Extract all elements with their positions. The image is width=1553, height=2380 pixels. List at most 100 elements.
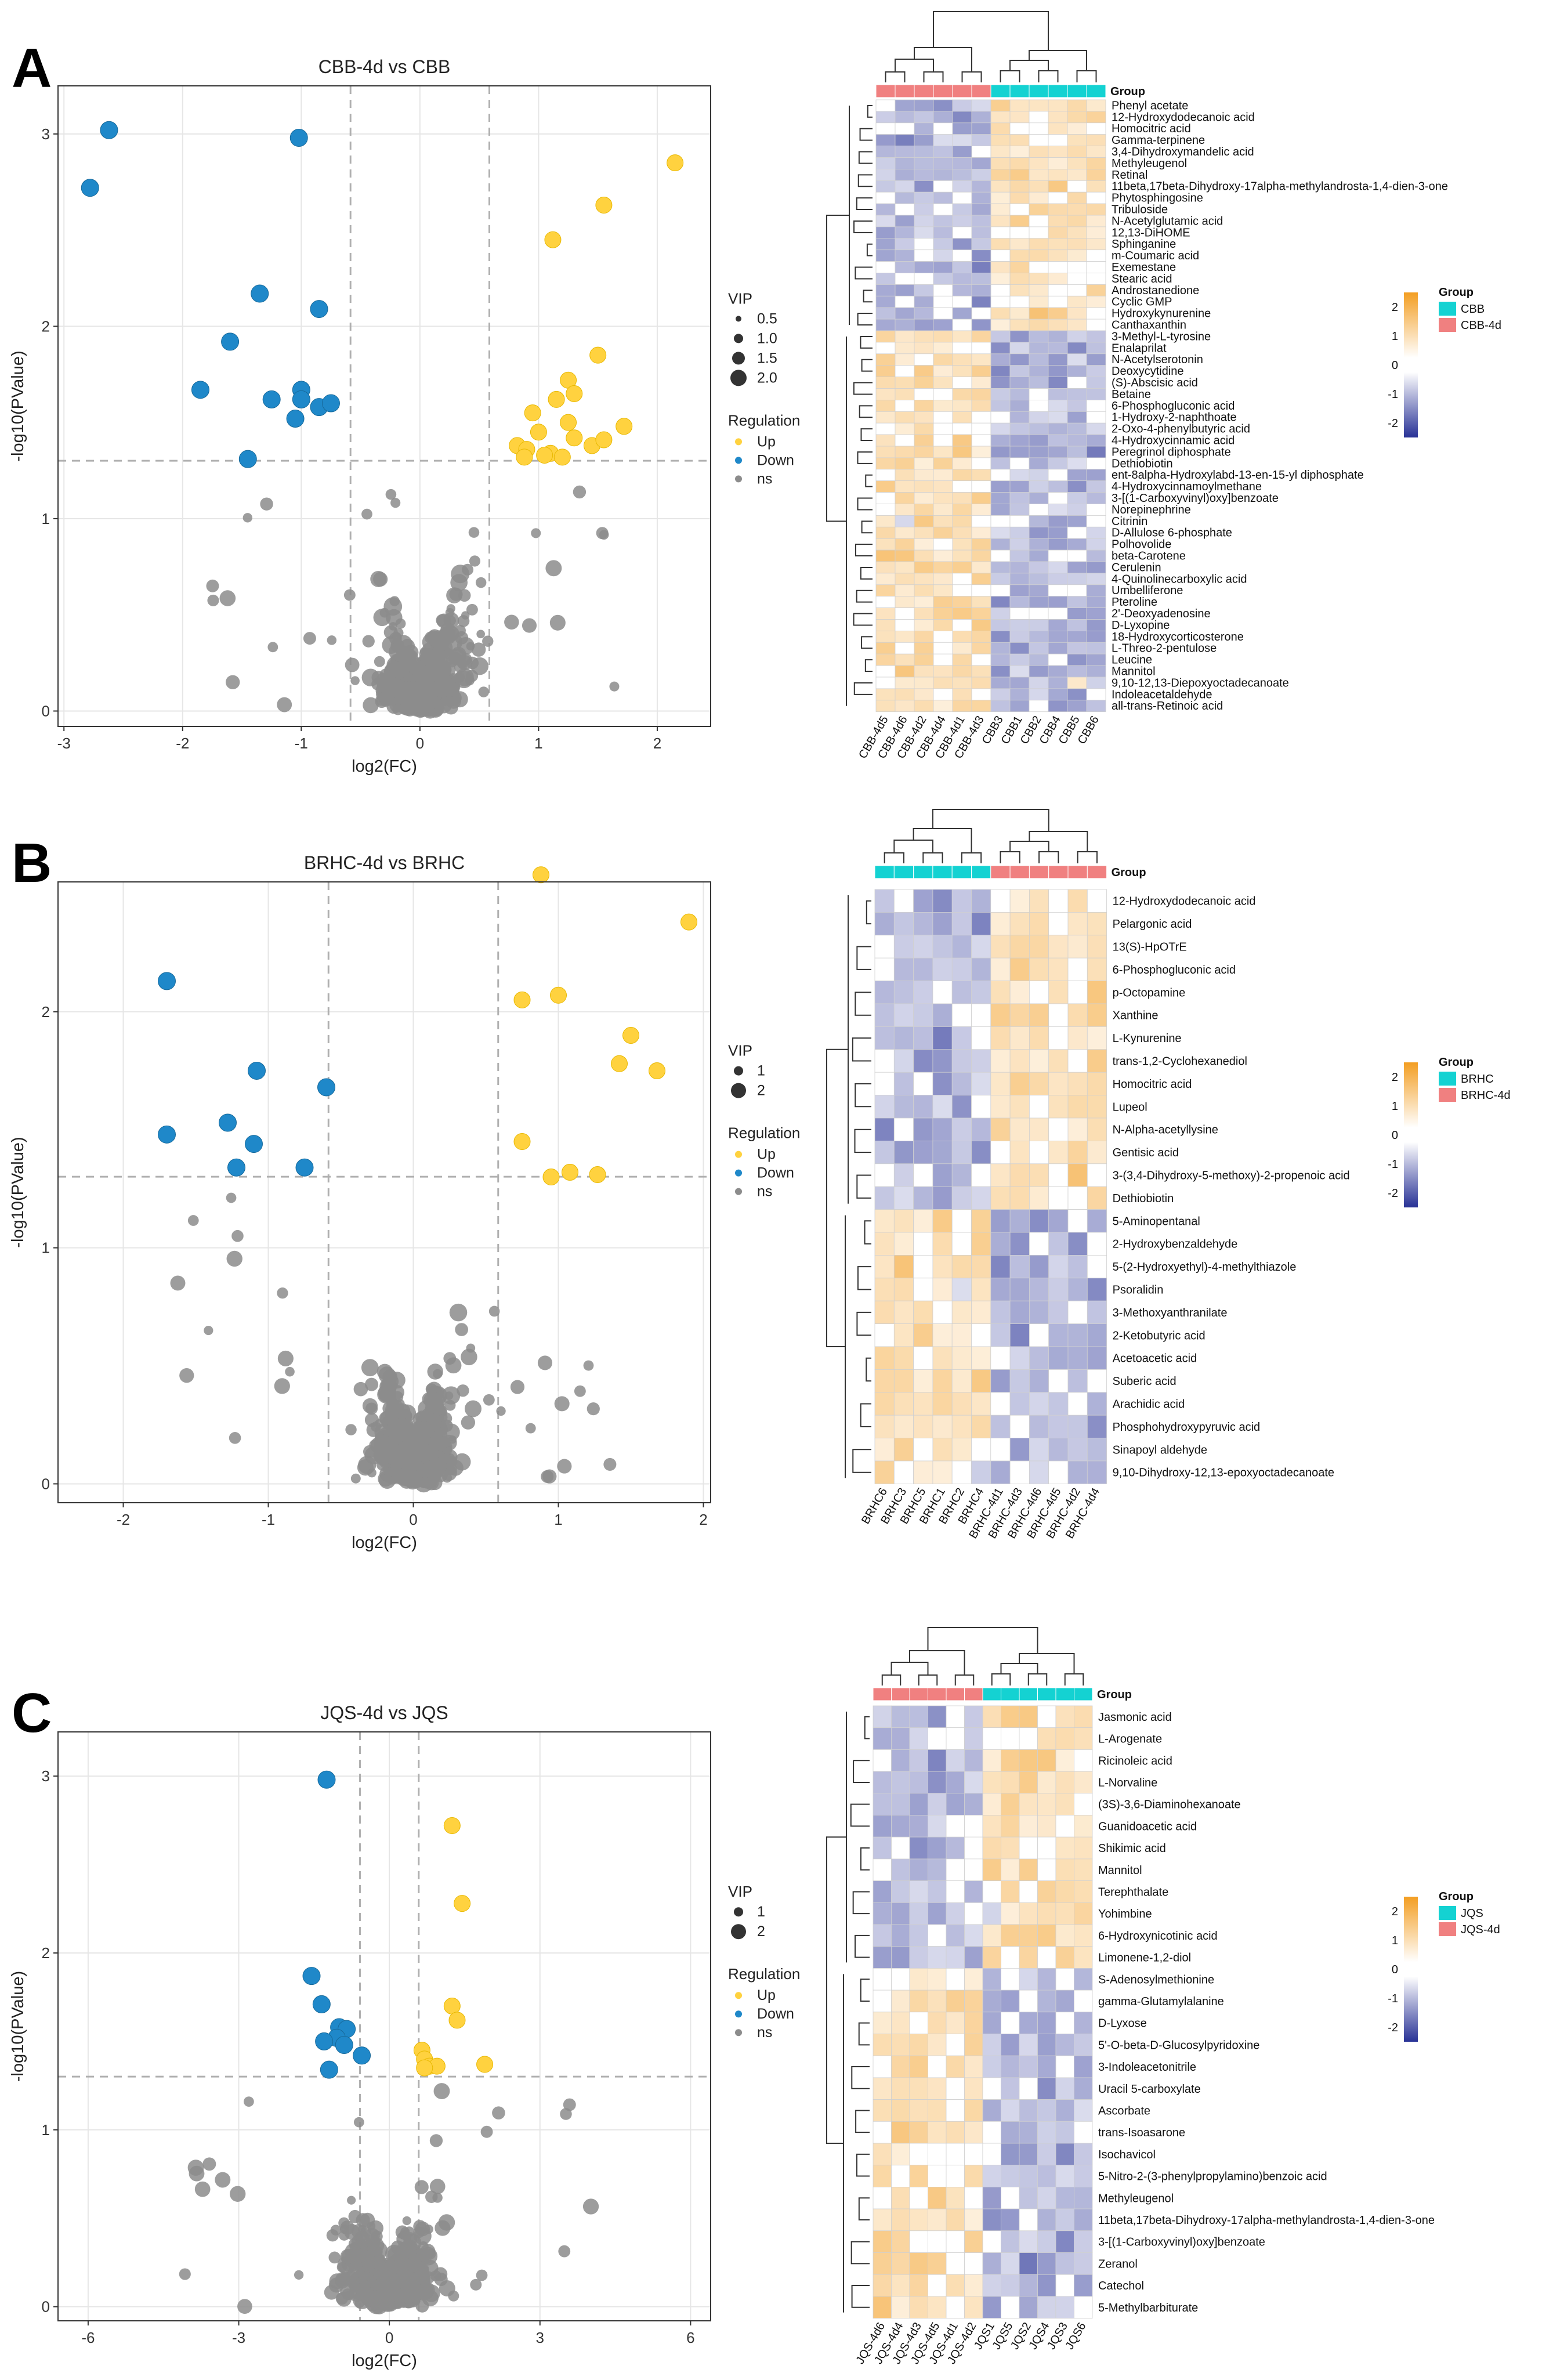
vip-legend-symbol bbox=[736, 316, 741, 322]
heatmap-cell bbox=[990, 434, 1011, 447]
column-dendrogram-branch bbox=[961, 71, 982, 82]
heatmap-cell bbox=[928, 2274, 947, 2297]
heatmap-cell bbox=[1087, 935, 1107, 958]
heatmap-cell bbox=[873, 2274, 892, 2297]
heatmap-cell bbox=[964, 2186, 983, 2209]
heatmap-cell bbox=[933, 319, 953, 331]
heatmap-cell bbox=[1055, 1815, 1074, 1838]
heatmap-cell bbox=[1055, 2252, 1074, 2275]
heatmap-cell bbox=[1067, 889, 1088, 913]
heatmap-cell bbox=[1009, 480, 1030, 493]
heatmap-cell bbox=[1029, 1049, 1049, 1073]
heatmap-cell bbox=[951, 1049, 972, 1073]
ns-point bbox=[482, 635, 494, 647]
heatmap-cell bbox=[914, 295, 934, 308]
up-point bbox=[448, 2012, 466, 2029]
ns-point bbox=[430, 1457, 447, 1474]
heatmap-cell bbox=[933, 631, 953, 643]
heatmap-cell bbox=[1037, 1815, 1056, 1838]
heatmap-cell bbox=[964, 1793, 983, 1815]
heatmap-cell bbox=[928, 2296, 947, 2318]
heatmap-cell bbox=[1086, 642, 1106, 654]
heatmap-cell bbox=[952, 538, 972, 551]
heatmap-cell bbox=[990, 538, 1011, 551]
heatmap-cell bbox=[971, 642, 991, 654]
up-point bbox=[542, 1169, 560, 1186]
heatmap-cell bbox=[1074, 2143, 1093, 2166]
ns-point bbox=[557, 1459, 572, 1474]
heatmap-cell bbox=[1086, 226, 1106, 239]
heatmap-cell bbox=[1019, 2121, 1038, 2144]
heatmap-cell bbox=[933, 446, 953, 458]
heatmap-cell bbox=[1029, 665, 1049, 678]
heatmap-cell bbox=[990, 469, 1011, 482]
up-point bbox=[560, 414, 577, 431]
heatmap-cell bbox=[1019, 2055, 1038, 2078]
x-tick-label: -3 bbox=[232, 2329, 245, 2346]
heatmap-cell bbox=[1067, 319, 1087, 331]
down-point bbox=[292, 390, 310, 408]
heatmap-cell bbox=[982, 2099, 1001, 2122]
heatmap-cell bbox=[971, 180, 991, 193]
heatmap-cell bbox=[932, 889, 953, 913]
heatmap-cell bbox=[971, 504, 991, 516]
vip-legend-symbol bbox=[731, 1924, 746, 1940]
heatmap-cell bbox=[891, 2012, 910, 2034]
heatmap-cell bbox=[895, 307, 915, 320]
colorbar-tick-label: 2 bbox=[1392, 1071, 1398, 1084]
vip-legend-label: 1 bbox=[757, 1063, 765, 1079]
heatmap-cell bbox=[932, 1323, 953, 1347]
regulation-legend-symbol bbox=[735, 2029, 742, 2037]
heatmap-cell bbox=[1019, 1967, 1038, 1991]
heatmap-cell bbox=[1029, 1254, 1049, 1279]
ns-point bbox=[364, 1377, 379, 1391]
heatmap-cell bbox=[933, 492, 953, 504]
up-point bbox=[616, 418, 633, 435]
heatmap-cell bbox=[1037, 2252, 1056, 2275]
heatmap-cell bbox=[952, 457, 972, 470]
heatmap-cell bbox=[1001, 2252, 1020, 2275]
heatmap-cell bbox=[952, 504, 972, 516]
heatmap-cell bbox=[952, 446, 972, 458]
y-tick-label: 0 bbox=[42, 702, 50, 719]
heatmap-cell bbox=[875, 203, 896, 216]
metabolite-label: Methyleugenol bbox=[1098, 2192, 1174, 2205]
heatmap-cell bbox=[893, 1026, 914, 1050]
heatmap-cell bbox=[990, 1003, 1011, 1027]
heatmap-cell bbox=[1048, 191, 1068, 204]
row-dendrogram-branch bbox=[865, 474, 873, 487]
heatmap-cell bbox=[1074, 1727, 1093, 1750]
ns-point bbox=[328, 2251, 341, 2264]
heatmap-cell bbox=[1067, 665, 1087, 678]
heatmap-cell bbox=[891, 2034, 910, 2056]
heatmap-cell bbox=[1009, 284, 1030, 296]
heatmap-cell bbox=[1009, 935, 1030, 958]
heatmap-cell bbox=[1029, 1141, 1049, 1164]
heatmap-cell bbox=[946, 1902, 965, 1925]
heatmap-cell bbox=[1001, 1815, 1020, 1838]
x-axis-label: log2(FC) bbox=[352, 757, 417, 776]
heatmap-cell bbox=[875, 168, 896, 181]
heatmap-cell bbox=[1009, 434, 1030, 447]
ns-point bbox=[446, 587, 462, 603]
heatmap-cell bbox=[1001, 2034, 1020, 2056]
heatmap-cell bbox=[875, 146, 896, 158]
heatmap-cell bbox=[1001, 1990, 1020, 2013]
heatmap-cell bbox=[1019, 2186, 1038, 2209]
heatmap-cell bbox=[928, 1880, 947, 1903]
heatmap-cell bbox=[990, 1438, 1011, 1462]
heatmap-cell bbox=[933, 295, 953, 308]
heatmap-cell bbox=[932, 1003, 953, 1027]
vip-legend-symbol bbox=[734, 334, 743, 343]
heatmap-cell bbox=[971, 1346, 991, 1370]
ns-point bbox=[455, 670, 473, 689]
heatmap-cell bbox=[891, 2099, 910, 2122]
ns-point bbox=[303, 632, 316, 645]
heatmap-cell bbox=[971, 307, 991, 320]
heatmap-cell bbox=[1029, 1392, 1049, 1416]
heatmap-cell bbox=[1055, 1924, 1074, 1947]
heatmap-cell bbox=[895, 411, 915, 424]
heatmap-cell bbox=[1087, 1415, 1107, 1438]
heatmap-cell bbox=[893, 1438, 914, 1462]
